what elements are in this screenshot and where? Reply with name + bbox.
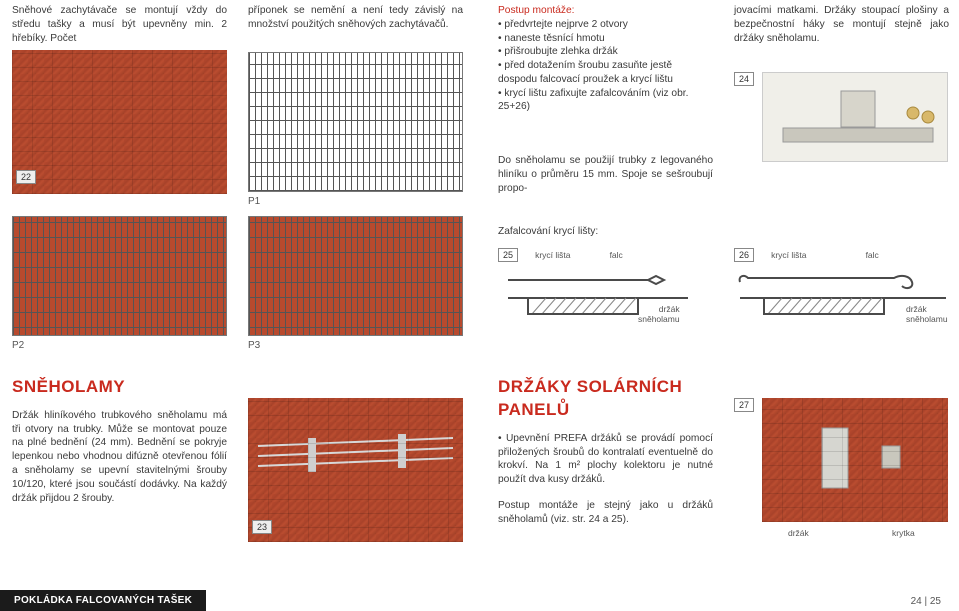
procedure-item: naneste těsnící hmotu <box>498 32 713 46</box>
fig24-number: 24 <box>734 72 754 86</box>
fig27-photo <box>762 398 948 522</box>
fig23-photo <box>248 398 463 542</box>
fig22-number: 22 <box>16 170 36 184</box>
top-col4-text: jovacími matkami. Držáky stoupací plošin… <box>734 4 949 45</box>
fig23-number: 23 <box>252 520 272 534</box>
fig25-label-kryci: krycí lišta <box>535 250 570 260</box>
pattern-p2 <box>12 216 227 336</box>
fig27-wrapper: 27 <box>734 398 758 412</box>
procedure-item: předvrtejte nejprve 2 otvory <box>498 18 713 32</box>
fig26-label-drzak: držák sněholamu <box>906 304 948 324</box>
procedure-title: Postup montáže: <box>498 5 574 16</box>
fig25-diagram: 25 krycí lišta falc držák sněholamu <box>498 248 698 332</box>
page-numbers: 24 | 25 <box>911 596 941 607</box>
fig26-label-falc: falc <box>866 250 879 260</box>
solar-bullet: Upevnění PREFA držáků se provádí pomocí … <box>498 432 713 487</box>
procedure-item: přišroubujte zlehka držák <box>498 45 713 59</box>
fig26-label-kryci: krycí lišta <box>771 250 806 260</box>
solar-bullets: Upevnění PREFA držáků se provádí pomocí … <box>498 432 713 487</box>
solar-block: DRŽÁKY SOLÁRNÍCH PANELŮ Upevnění PREFA d… <box>498 376 713 526</box>
procedure-list: předvrtejte nejprve 2 otvory naneste těs… <box>498 18 713 114</box>
fig24-image <box>762 72 948 162</box>
fig25-label-falc: falc <box>610 250 623 260</box>
bracket-svg <box>763 73 949 163</box>
p2-label: P2 <box>12 340 24 351</box>
page-spread: Sněhové zachytávače se montují vždy do s… <box>0 0 959 611</box>
fig27-number: 27 <box>734 398 754 412</box>
footer-bar: POKLÁDKA FALCOVANÝCH TAŠEK <box>0 590 206 611</box>
solar-bracket-svg <box>762 398 948 522</box>
middle-para: Do sněholamu se použijí trubky z legovan… <box>498 154 713 195</box>
solar-label-drzak: držák <box>788 528 809 538</box>
zafalcovani-title: Zafalcování krycí lišty: <box>498 225 713 239</box>
fig22-wrapper: 22 <box>16 170 40 184</box>
fig24-wrapper: 24 <box>734 72 758 86</box>
sneholamy-body: Držák hliníkového trubkového sněholamu m… <box>12 409 227 505</box>
top-col2-text: příponek se nemění a není tedy závislý n… <box>248 4 463 32</box>
fig25-label-drzak: držák sněholamu <box>638 304 680 324</box>
sneholamy-title: SNĚHOLAMY <box>12 376 227 399</box>
procedure-item: před dotažením šroubu zasuňte jestě dosp… <box>498 59 713 87</box>
fig22-photo <box>12 50 227 194</box>
fig26-diagram: 26 krycí lišta falc držák sněholamu <box>734 248 954 332</box>
procedure-block: Postup montáže: předvrtejte nejprve 2 ot… <box>498 4 713 114</box>
snowguard-svg <box>248 398 463 542</box>
pattern-p3 <box>248 216 463 336</box>
procedure-item: krycí lištu zafixujte zafalcováním (viz … <box>498 87 713 115</box>
fig26-number: 26 <box>734 248 754 262</box>
fig25-number: 25 <box>498 248 518 262</box>
p1-label: P1 <box>248 196 260 207</box>
solar-label-krytka: krytka <box>892 528 915 538</box>
sneholamy-block: SNĚHOLAMY Držák hliníkového trubkového s… <box>12 376 227 505</box>
top-col1-text: Sněhové zachytávače se montují vždy do s… <box>12 4 227 45</box>
solar-title: DRŽÁKY SOLÁRNÍCH PANELŮ <box>498 376 713 422</box>
solar-body2: Postup montáže je stejný jako u držáků s… <box>498 499 713 527</box>
p3-label: P3 <box>248 340 260 351</box>
fig23-wrapper: 23 <box>252 520 276 534</box>
pattern-p1 <box>248 52 463 192</box>
